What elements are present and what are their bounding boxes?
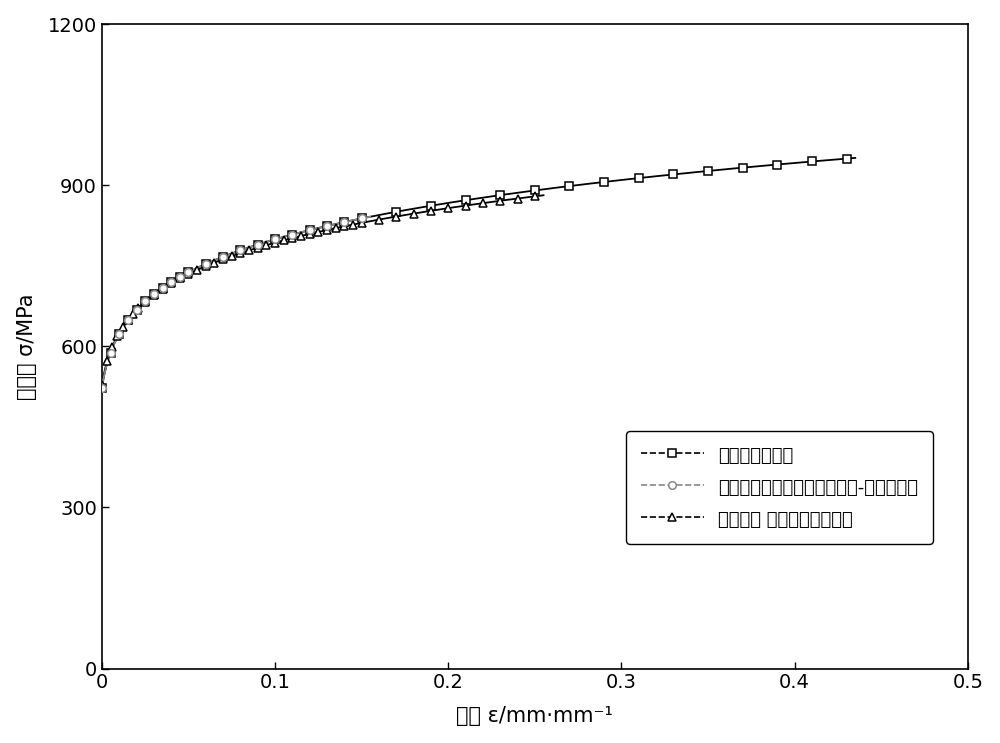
Legend: 本发明技术方案, 等直圆棒试样拉伸所得真应力-真应变曲线, 根据方案 所得等效本构曲线: 本发明技术方案, 等直圆棒试样拉伸所得真应力-真应变曲线, 根据方案 所得等效本… (626, 432, 933, 544)
X-axis label: 应变 ε/mm·mm⁻¹: 应变 ε/mm·mm⁻¹ (456, 707, 613, 727)
Y-axis label: 应力） σ/MPa: 应力） σ/MPa (17, 293, 37, 400)
